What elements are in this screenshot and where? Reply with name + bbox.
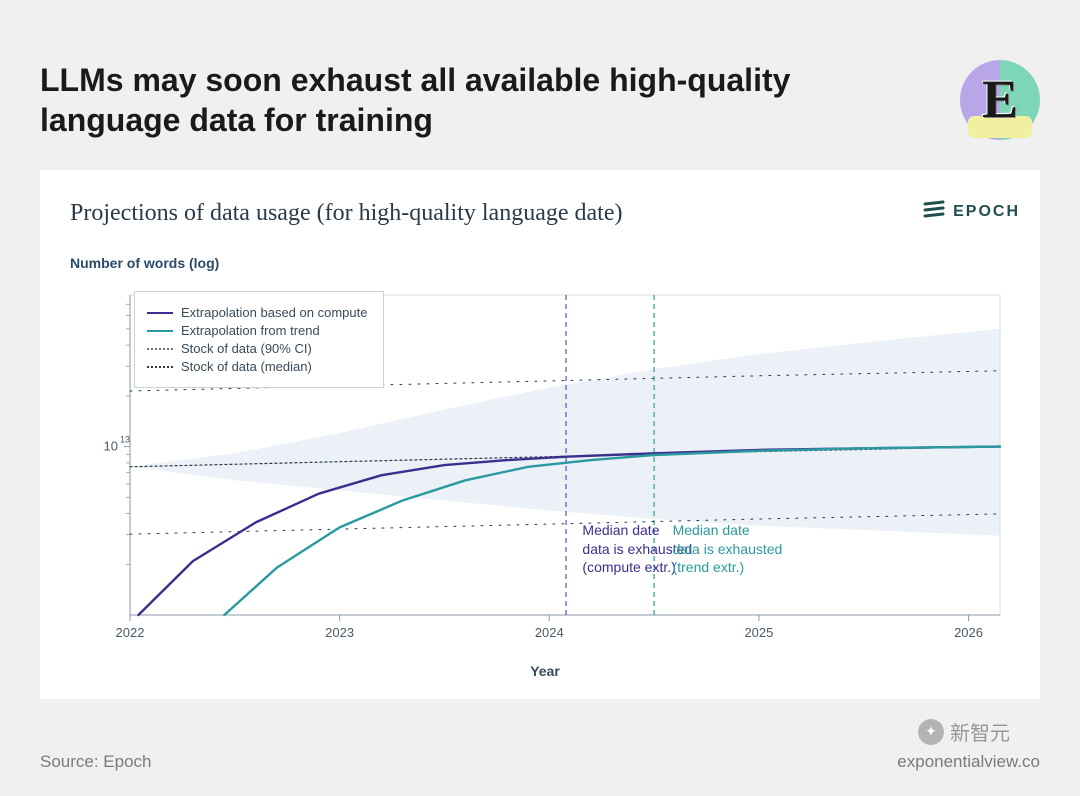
legend-item: Stock of data (90% CI): [147, 341, 367, 356]
svg-text:2026: 2026: [954, 625, 983, 640]
svg-text:2023: 2023: [325, 625, 354, 640]
legend-label: Extrapolation based on compute: [181, 305, 367, 320]
svg-text:2022: 2022: [116, 625, 145, 640]
chart-title: Projections of data usage (for high-qual…: [70, 200, 622, 227]
legend-item: Extrapolation from trend: [147, 323, 367, 338]
source-label: Source: Epoch: [40, 752, 152, 772]
page-title: LLMs may soon exhaust all available high…: [40, 60, 920, 140]
svg-text:13: 13: [120, 435, 130, 445]
x-axis-label: Year: [70, 663, 1020, 679]
watermark: ✦ 新智元: [918, 717, 1010, 746]
svg-text:2024: 2024: [535, 625, 564, 640]
svg-text:10: 10: [104, 439, 118, 454]
legend-label: Extrapolation from trend: [181, 323, 320, 338]
epoch-brand: EPOCH: [923, 200, 1020, 223]
chart-card: Projections of data usage (for high-qual…: [40, 170, 1040, 699]
epoch-brand-label: EPOCH: [953, 203, 1020, 221]
legend-item: Extrapolation based on compute: [147, 305, 367, 320]
site-credit: exponentialview.co: [897, 752, 1040, 772]
chart-plot: 2022 2023 2024 2025 2026 1013 Extrapolation b…: [70, 285, 1020, 655]
legend-item: Stock of data (median): [147, 359, 367, 374]
legend-label: Stock of data (90% CI): [181, 341, 312, 356]
legend-label: Stock of data (median): [181, 359, 312, 374]
wechat-icon: ✦: [918, 719, 944, 745]
epoch-logo-icon: [923, 200, 945, 223]
y-axis-title: Number of words (log): [70, 255, 1020, 271]
watermark-text: 新智元: [950, 717, 1010, 746]
chart-annotation: Median datedata is exhausted(trend extr.…: [673, 521, 783, 578]
publisher-logo: E: [960, 60, 1040, 140]
svg-text:2025: 2025: [744, 625, 773, 640]
chart-legend: Extrapolation based on compute Extrapolat…: [134, 291, 384, 388]
